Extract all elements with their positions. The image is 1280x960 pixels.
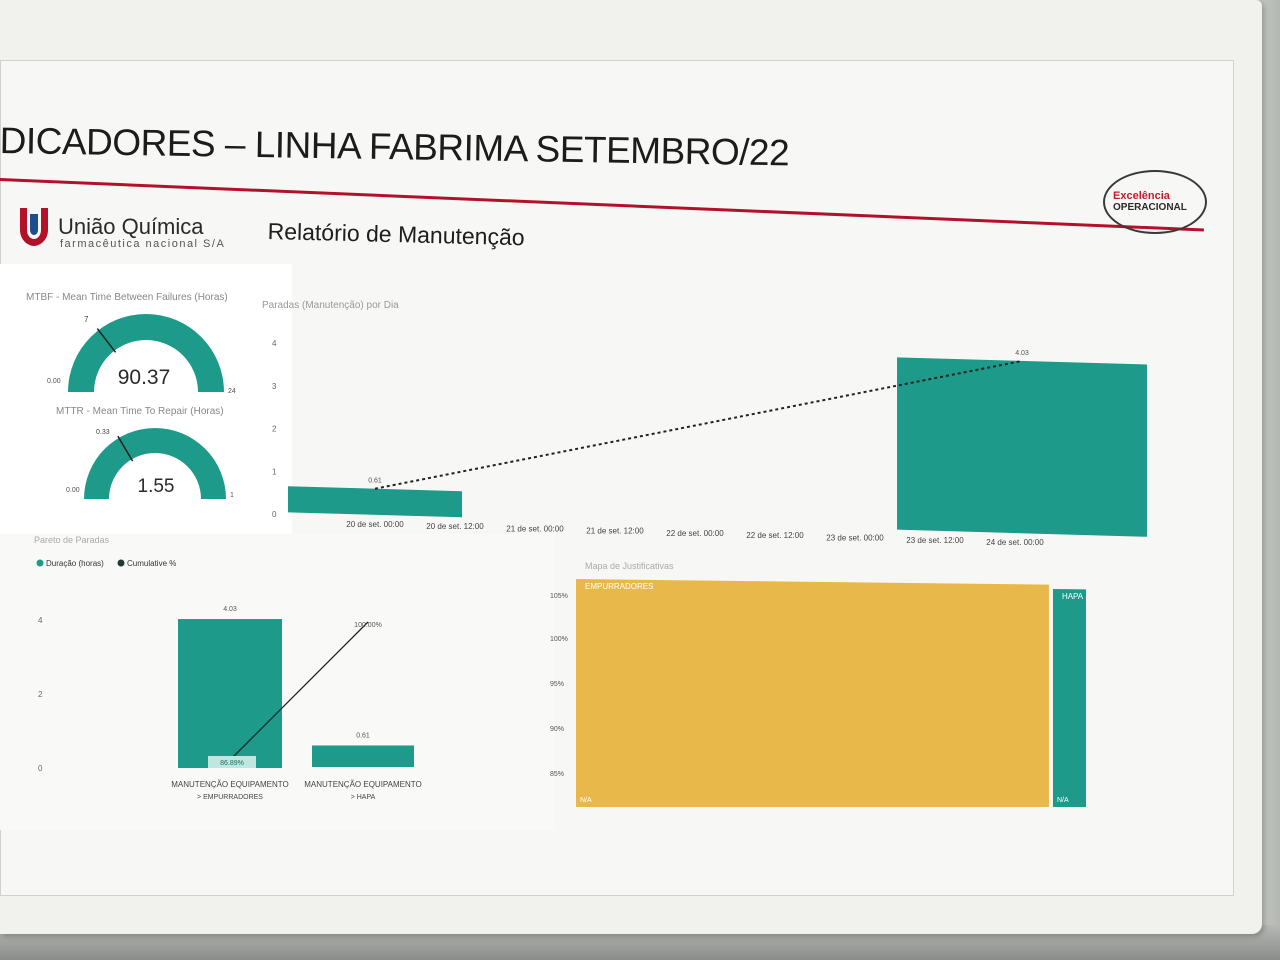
paradas-chart: Paradas (Manutenção) por Dia 0 1 2 3 4 20 de… — [262, 300, 1147, 547]
pareto-y-tick: 4 — [38, 616, 43, 625]
pareto-bar-label: 0.61 — [356, 732, 370, 739]
treemap-cell-sub: N/A — [580, 797, 592, 804]
paradas-trend-line — [374, 359, 1023, 490]
paradas-y-tick: 1 — [272, 467, 277, 476]
treemap-cell-sub: N/A — [1057, 797, 1069, 804]
paradas-y-tick: 3 — [272, 382, 277, 391]
cumulative-label-box — [208, 756, 256, 768]
mtbf-title: MTBF - Mean Time Between Failures (Horas… — [26, 292, 228, 303]
mttr-target-marker — [117, 435, 134, 462]
pareto-categories: MANUTENÇÃO EQUIPAMENTO > EMPURRADORES MANU… — [171, 780, 422, 801]
pareto-category-line1: MANUTENÇÃO EQUIPAMENTO — [304, 780, 422, 789]
mttr-target-label: 0.33 — [96, 429, 110, 436]
brand-subtitle: farmacêutica nacional S/A — [60, 238, 226, 250]
pareto-bars: 4.03 0.61 — [178, 606, 414, 768]
mttr-value: 1.55 — [138, 476, 175, 497]
treemap-title: Mapa de Justificativas — [585, 561, 674, 571]
paradas-x-tick: 22 de set. 12:00 — [746, 531, 804, 540]
paradas-x-tick: 20 de set. 12:00 — [426, 522, 484, 531]
treemap-y-tick: 85% — [550, 771, 564, 778]
paradas-y-tick: 4 — [272, 339, 277, 348]
paradas-x-tick: 23 de set. 12:00 — [906, 536, 964, 545]
legend-duration-icon — [36, 559, 44, 567]
mtbf-gauge: MTBF - Mean Time Between Failures (Horas… — [26, 292, 236, 395]
paradas-bar — [897, 357, 1147, 537]
paradas-x-tick: 22 de set. 00:00 — [666, 529, 724, 538]
uniao-quimica-logo-icon — [20, 208, 48, 246]
treemap-y-tick: 95% — [550, 681, 564, 688]
paradas-x-tick: 24 de set. 00:00 — [986, 538, 1044, 547]
treemap-cell-label: HAPA — [1062, 592, 1084, 601]
charts-layer: MTBF - Mean Time Between Failures (Horas… — [26, 292, 1147, 807]
cumulative-label-2: 100.00% — [354, 622, 382, 629]
legend-duration-label: Duração (horas) — [46, 559, 104, 568]
paradas-bars: 0.61 4.03 — [288, 350, 1147, 537]
pareto-cumulative-line — [231, 621, 369, 759]
gauge-panel — [0, 264, 292, 534]
pareto-bar — [178, 619, 282, 768]
paradas-x-tick: 23 de set. 00:00 — [826, 533, 884, 542]
legend-cumulative-label: Cumulative % — [127, 559, 176, 568]
pareto-y-tick: 0 — [38, 764, 43, 773]
paradas-x-tick: 20 de set. 00:00 — [346, 520, 404, 529]
logo-ring-icon — [1103, 170, 1207, 234]
paradas-x-tick: 21 de set. 00:00 — [506, 524, 564, 533]
excelencia-operacional-logo: Excelência OPERACIONAL — [1103, 170, 1207, 236]
brand-name: União Química — [58, 214, 204, 239]
treemap-y-tick: 105% — [550, 593, 568, 600]
mttr-min-label: 0.00 — [66, 487, 80, 494]
operacional-text: OPERACIONAL — [1113, 202, 1187, 213]
paradas-y-tick: 2 — [272, 425, 277, 434]
pareto-y-axis: 0 2 4 — [38, 616, 43, 773]
mttr-max-label: 1 — [230, 492, 234, 499]
mtbf-value: 90.37 — [118, 366, 171, 389]
treemap-y-tick: 100% — [550, 636, 568, 643]
pareto-category-line1: MANUTENÇÃO EQUIPAMENTO — [171, 780, 289, 789]
pareto-category-line2: > EMPURRADORES — [197, 794, 263, 801]
paradas-bar — [288, 486, 462, 518]
excelencia-text: Excelência — [1113, 190, 1170, 202]
paradas-y-tick: 0 — [272, 510, 277, 519]
legend-cumulative-icon — [117, 559, 125, 567]
pareto-title: Pareto de Paradas — [34, 535, 110, 545]
paradas-bar-label: 4.03 — [1015, 350, 1029, 357]
paradas-bar-label: 0.61 — [368, 478, 382, 485]
pareto-category-line2: > HAPA — [351, 794, 376, 801]
mtbf-min-label: 0.00 — [47, 378, 61, 385]
pareto-bar — [312, 745, 414, 767]
paradas-x-axis: 20 de set. 00:00 20 de set. 12:00 21 de se… — [346, 520, 1044, 547]
pareto-y-tick: 2 — [38, 690, 43, 699]
mtbf-max-label: 24 — [228, 388, 236, 395]
mttr-gauge: MTTR - Mean Time To Repair (Horas) 0.33 … — [56, 406, 234, 499]
treemap-cells: EMPURRADORES N/A HAPA N/A — [576, 579, 1086, 807]
mtbf-target-label: 7 — [84, 315, 89, 324]
treemap-y-axis: 105% 100% 95% 90% 85% — [550, 593, 568, 778]
paradas-y-axis: 0 1 2 3 4 — [272, 339, 277, 519]
treemap-cell-label: EMPURRADORES — [585, 582, 653, 591]
treemap-y-tick: 90% — [550, 726, 564, 733]
paradas-title: Paradas (Manutenção) por Dia — [262, 300, 399, 311]
display-frame: DICADORES – LINHA FABRIMA SETEMBRO/22 Un… — [0, 0, 1262, 934]
mtbf-target-marker — [96, 328, 117, 353]
treemap-chart: Mapa de Justificativas 105% 100% 95% 90% 85%… — [550, 561, 1086, 807]
pareto-chart: Pareto de Paradas Duração (horas) Cumula… — [34, 535, 422, 801]
cumulative-label-1: 86.89% — [220, 760, 244, 767]
mtbf-gauge-arc — [68, 314, 224, 392]
pareto-bar-label: 4.03 — [223, 606, 237, 613]
treemap-cell — [576, 579, 1049, 807]
mttr-title: MTTR - Mean Time To Repair (Horas) — [56, 406, 224, 417]
mttr-gauge-arc — [84, 428, 226, 499]
treemap-cell — [1052, 589, 1086, 807]
paradas-x-tick: 21 de set. 12:00 — [586, 527, 644, 536]
